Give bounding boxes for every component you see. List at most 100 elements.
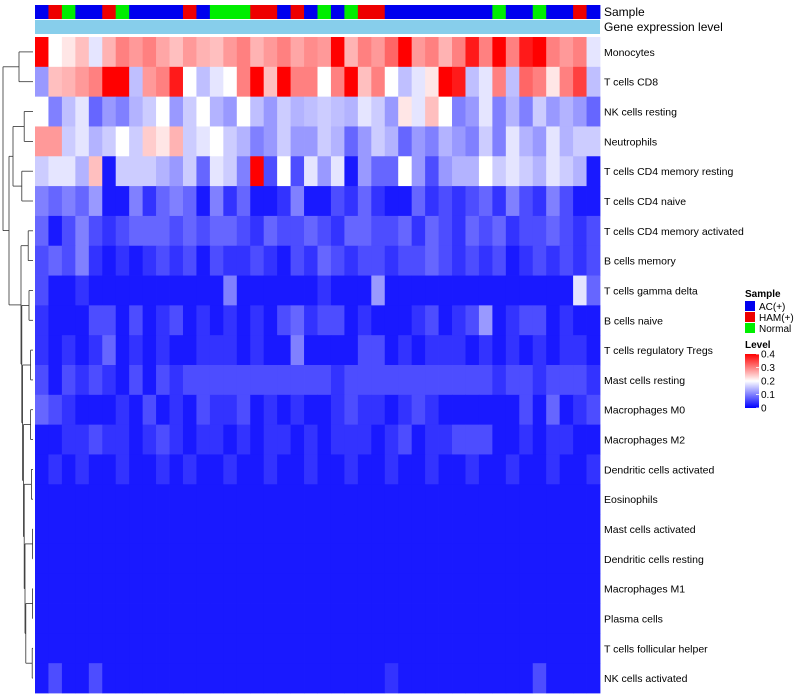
heatmap-cell-r16-c33 [478,514,493,545]
heatmap-cell-r21-c22 [330,663,345,694]
heatmap-cell-r12-c35 [505,394,520,426]
heatmap-cell-r9-c18 [277,305,291,336]
heatmap-cell-r0-c2 [61,37,76,68]
heatmap-cell-r3-c40 [573,126,587,157]
heatmap-cell-r9-c28 [411,305,426,336]
heatmap-cell-r10-c24 [357,335,372,366]
heatmap-cell-r17-c22 [330,543,345,575]
heatmap-cell-r7-c39 [559,245,574,276]
heatmap-cell-r9-c7 [129,305,144,336]
heatmap-cell-r13-c39 [559,424,574,455]
heatmap-cell-r14-c37 [532,454,547,485]
heatmap-cell-r8-c26 [384,275,399,306]
legend-label-ham: HAM(+) [759,313,794,324]
sample-cell-22 [330,5,345,19]
heatmap-cell-r4-c8 [142,156,157,187]
heatmap-cell-r19-c5 [102,603,117,634]
heatmap-cell-r9-c17 [263,305,278,336]
heatmap-cell-r6-c41 [586,215,601,247]
heatmap-cell-r5-c14 [223,186,238,217]
heatmap-cell-r8-c7 [129,275,144,306]
heatmap-cell-r16-c26 [384,514,399,545]
heatmap-cell-r1-c7 [129,66,144,98]
heatmap-cell-r10-c26 [384,335,399,366]
heatmap-cell-r16-c7 [129,514,144,545]
sample-cell-7 [129,5,144,19]
heatmap-cell-r9-c4 [88,305,103,336]
heatmap-cell-r9-c31 [452,305,466,336]
heatmap-cell-r11-c22 [330,365,345,396]
heatmap-cell-r12-c16 [250,394,265,426]
row-labels: Monocytes T cells CD8 NK cells resting Neut… [604,47,744,685]
heatmap-cell-r13-c19 [290,424,305,455]
heatmap-cell-r7-c28 [411,245,426,276]
heatmap-cell-r4-c29 [425,156,439,187]
heatmap-cell-r10-c0 [35,335,49,366]
heatmap-cell-r9-c27 [398,305,413,336]
heatmap-cell-r9-c13 [209,305,224,336]
heatmap-cell-r3-c5 [102,126,117,157]
heatmap-cell-r7-c40 [573,245,587,276]
row-label-9: B cells naive [604,315,663,327]
heatmap-cell-r11-c38 [546,365,561,396]
heatmap-cell-r8-c10 [169,275,184,306]
heatmap-cell-r10-c22 [330,335,345,366]
heatmap-cell-r0-c16 [250,37,265,68]
heatmap-cell-r13-c25 [371,424,386,455]
heatmap-cell-r8-c9 [156,275,170,306]
heatmap-cell-r0-c5 [102,37,117,68]
heatmap-cell-r12-c27 [398,394,413,426]
heatmap-cell-r17-c35 [505,543,520,575]
heatmap-cell-r1-c29 [425,66,439,98]
heatmap-cell-r11-c25 [371,365,386,396]
heatmap-cell-r4-c11 [182,156,197,187]
heatmap-cell-r17-c19 [290,543,305,575]
heatmap-cell-r0-c0 [35,37,49,68]
heatmap-cell-r5-c0 [35,186,49,217]
heatmap-cell-r17-c21 [317,543,332,575]
heatmap-cell-r20-c17 [263,633,278,664]
heatmap-cell-r21-c1 [48,663,63,694]
heatmap-cell-r9-c19 [290,305,305,336]
heatmap-cell-r0-c32 [465,37,480,68]
row-label-19: Plasma cells [604,614,663,626]
heatmap-cell-r8-c0 [35,275,49,306]
heatmap-cell-r11-c13 [209,365,224,396]
heatmap-cell-r19-c33 [478,603,493,634]
heatmap-cell-r3-c38 [546,126,561,157]
heatmap-cell-r14-c24 [357,454,372,485]
heatmap-cell-r21-c14 [223,663,238,694]
heatmap-cell-r0-c36 [519,37,534,68]
heatmap-cell-r7-c2 [61,245,76,276]
heatmap-cell-r5-c5 [102,186,117,217]
sample-cell-4 [88,5,103,19]
heatmap-cell-r5-c16 [250,186,265,217]
heatmap-cell-r19-c41 [586,603,601,634]
heatmap-cell-r18-c40 [573,573,587,604]
heatmap-cell-r20-c39 [559,633,574,664]
heatmap-cell-r19-c31 [452,603,466,634]
heatmap-cell-r14-c15 [236,454,251,485]
heatmap-cell-r3-c0 [35,126,49,157]
heatmap-cell-r17-c37 [532,543,547,575]
heatmap-cell-r1-c35 [505,66,520,98]
heatmap-cell-r4-c37 [532,156,547,187]
heatmap-cell-r12-c24 [357,394,372,426]
heatmap-cell-r13-c22 [330,424,345,455]
heatmap-cell-r7-c14 [223,245,238,276]
sample-cell-8 [142,5,157,19]
sample-cell-5 [102,5,117,19]
row-label-10: T cells regulatory Tregs [604,345,713,357]
heatmap-cell-r11-c18 [277,365,291,396]
heatmap-cell-r0-c22 [330,37,345,68]
heatmap-cell-r0-c9 [156,37,170,68]
row-label-18: Macrophages M1 [604,584,685,596]
row-label-15: Eosinophils [604,494,658,506]
heatmap-cell-r18-c17 [263,573,278,604]
heatmap-cell-r19-c21 [317,603,332,634]
heatmap-cell-r17-c17 [263,543,278,575]
heatmap-cell-r18-c10 [169,573,184,604]
heatmap-cell-r13-c8 [142,424,157,455]
heatmap-cell-r0-c7 [129,37,144,68]
heatmap-cell-r8-c37 [532,275,547,306]
